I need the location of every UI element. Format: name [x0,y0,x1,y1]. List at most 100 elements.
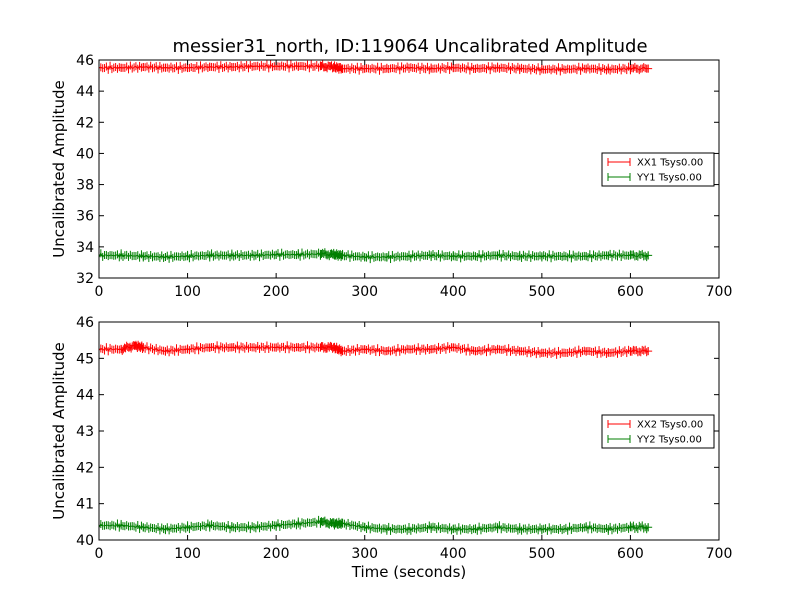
data-point [537,252,546,261]
data-point [250,343,258,352]
legend-label: XX2 Tsys0.00 [637,420,703,431]
data-point [449,252,458,261]
data-point [272,521,281,530]
x-tick-label: 200 [263,284,290,300]
data-point [294,250,303,259]
data-point [515,347,524,356]
x-tick-label: 100 [174,546,201,562]
x-tick-label: 600 [617,284,644,300]
data-point [329,250,338,259]
data-point [227,251,236,260]
y-tick-label: 44 [76,84,94,100]
data-point [139,343,148,352]
y-tick-label: 38 [76,178,94,194]
data-point [427,345,436,354]
legend: XX1 Tsys0.00 YY1 Tsys0.00 [601,152,715,187]
x-tick-label: 400 [440,546,467,562]
x-tick-label: 700 [706,284,733,300]
legend: XX2 Tsys0.00 YY2 Tsys0.00 [601,414,715,449]
data-point [560,348,568,357]
data-point [139,63,148,72]
data-point [382,252,391,261]
x-axis-label: Time (seconds) [351,563,467,581]
data-point [183,63,192,72]
data-point [493,345,502,354]
legend-box [601,152,715,187]
data-point [515,525,524,534]
data-point [161,63,170,72]
y-tick-label: 42 [76,460,94,476]
data-point [449,343,458,352]
data-point [360,523,369,532]
data-point [316,62,325,71]
figure-title: messier31_north, ID:119064 Uncalibrated … [172,36,647,57]
data-point [316,249,325,258]
data-point [560,65,568,74]
data-point [183,345,192,354]
y-axis-label: Uncalibrated Amplitude [50,80,68,257]
y-tick-label: 42 [76,115,94,131]
data-point [161,252,170,261]
legend-box [601,414,715,449]
data-point [427,523,436,532]
data-point [205,521,214,530]
data-point [515,252,524,261]
x-tick-label: 0 [95,546,104,562]
data-point [117,345,126,354]
data-point [316,343,325,352]
data-point [360,64,369,73]
data-point [329,519,338,528]
subplot-1: 0 100 200 300 400 500 600 700 32 34 36 38 40 42 44 46 Un… [50,53,732,300]
data-point [405,345,413,354]
data-point [644,251,653,260]
legend-marker [607,435,631,443]
data-point [644,523,653,532]
data-point [139,523,148,532]
y-tick-label: 36 [76,209,94,225]
data-point [161,525,170,534]
data-point [205,343,214,352]
x-tick-label: 300 [351,284,378,300]
data-point [493,63,502,72]
plots-container: 0 100 200 300 400 500 600 7003234363840424446Un… [50,53,732,581]
x-tick-label: 500 [528,284,555,300]
data-point [405,525,413,534]
x-tick-label: 300 [351,546,378,562]
y-tick-label: 45 [76,351,94,367]
data-point [99,63,103,72]
data-point [338,347,347,356]
data-point [250,62,258,71]
data-point [582,523,591,532]
x-tick-label: 500 [528,546,555,562]
y-tick-label: 46 [76,53,94,69]
data-point [515,64,524,73]
data-point [493,251,502,260]
data-point [161,347,170,356]
data-point [272,250,281,259]
legend-marker [607,158,631,166]
x-tick-label: 200 [263,546,290,562]
data-point [382,64,391,73]
data-point [604,348,613,357]
data-point [471,64,480,73]
data-point [117,63,126,72]
data-point [117,521,126,530]
data-point [449,525,458,534]
data-point [471,347,480,356]
data-point [560,252,568,261]
data-point [183,523,192,532]
y-tick-label: 46 [76,315,94,331]
data-point [139,252,148,261]
x-tick-label: 600 [617,546,644,562]
y-tick-label: 43 [76,424,94,440]
data-point [537,348,546,357]
data-point [272,343,281,352]
data-point [250,251,258,260]
data-point [329,63,338,72]
data-point [644,347,653,356]
series-group [99,60,653,264]
data-point [427,251,436,260]
x-tick-label: 0 [95,284,104,300]
x-tick-label: 700 [706,546,733,562]
